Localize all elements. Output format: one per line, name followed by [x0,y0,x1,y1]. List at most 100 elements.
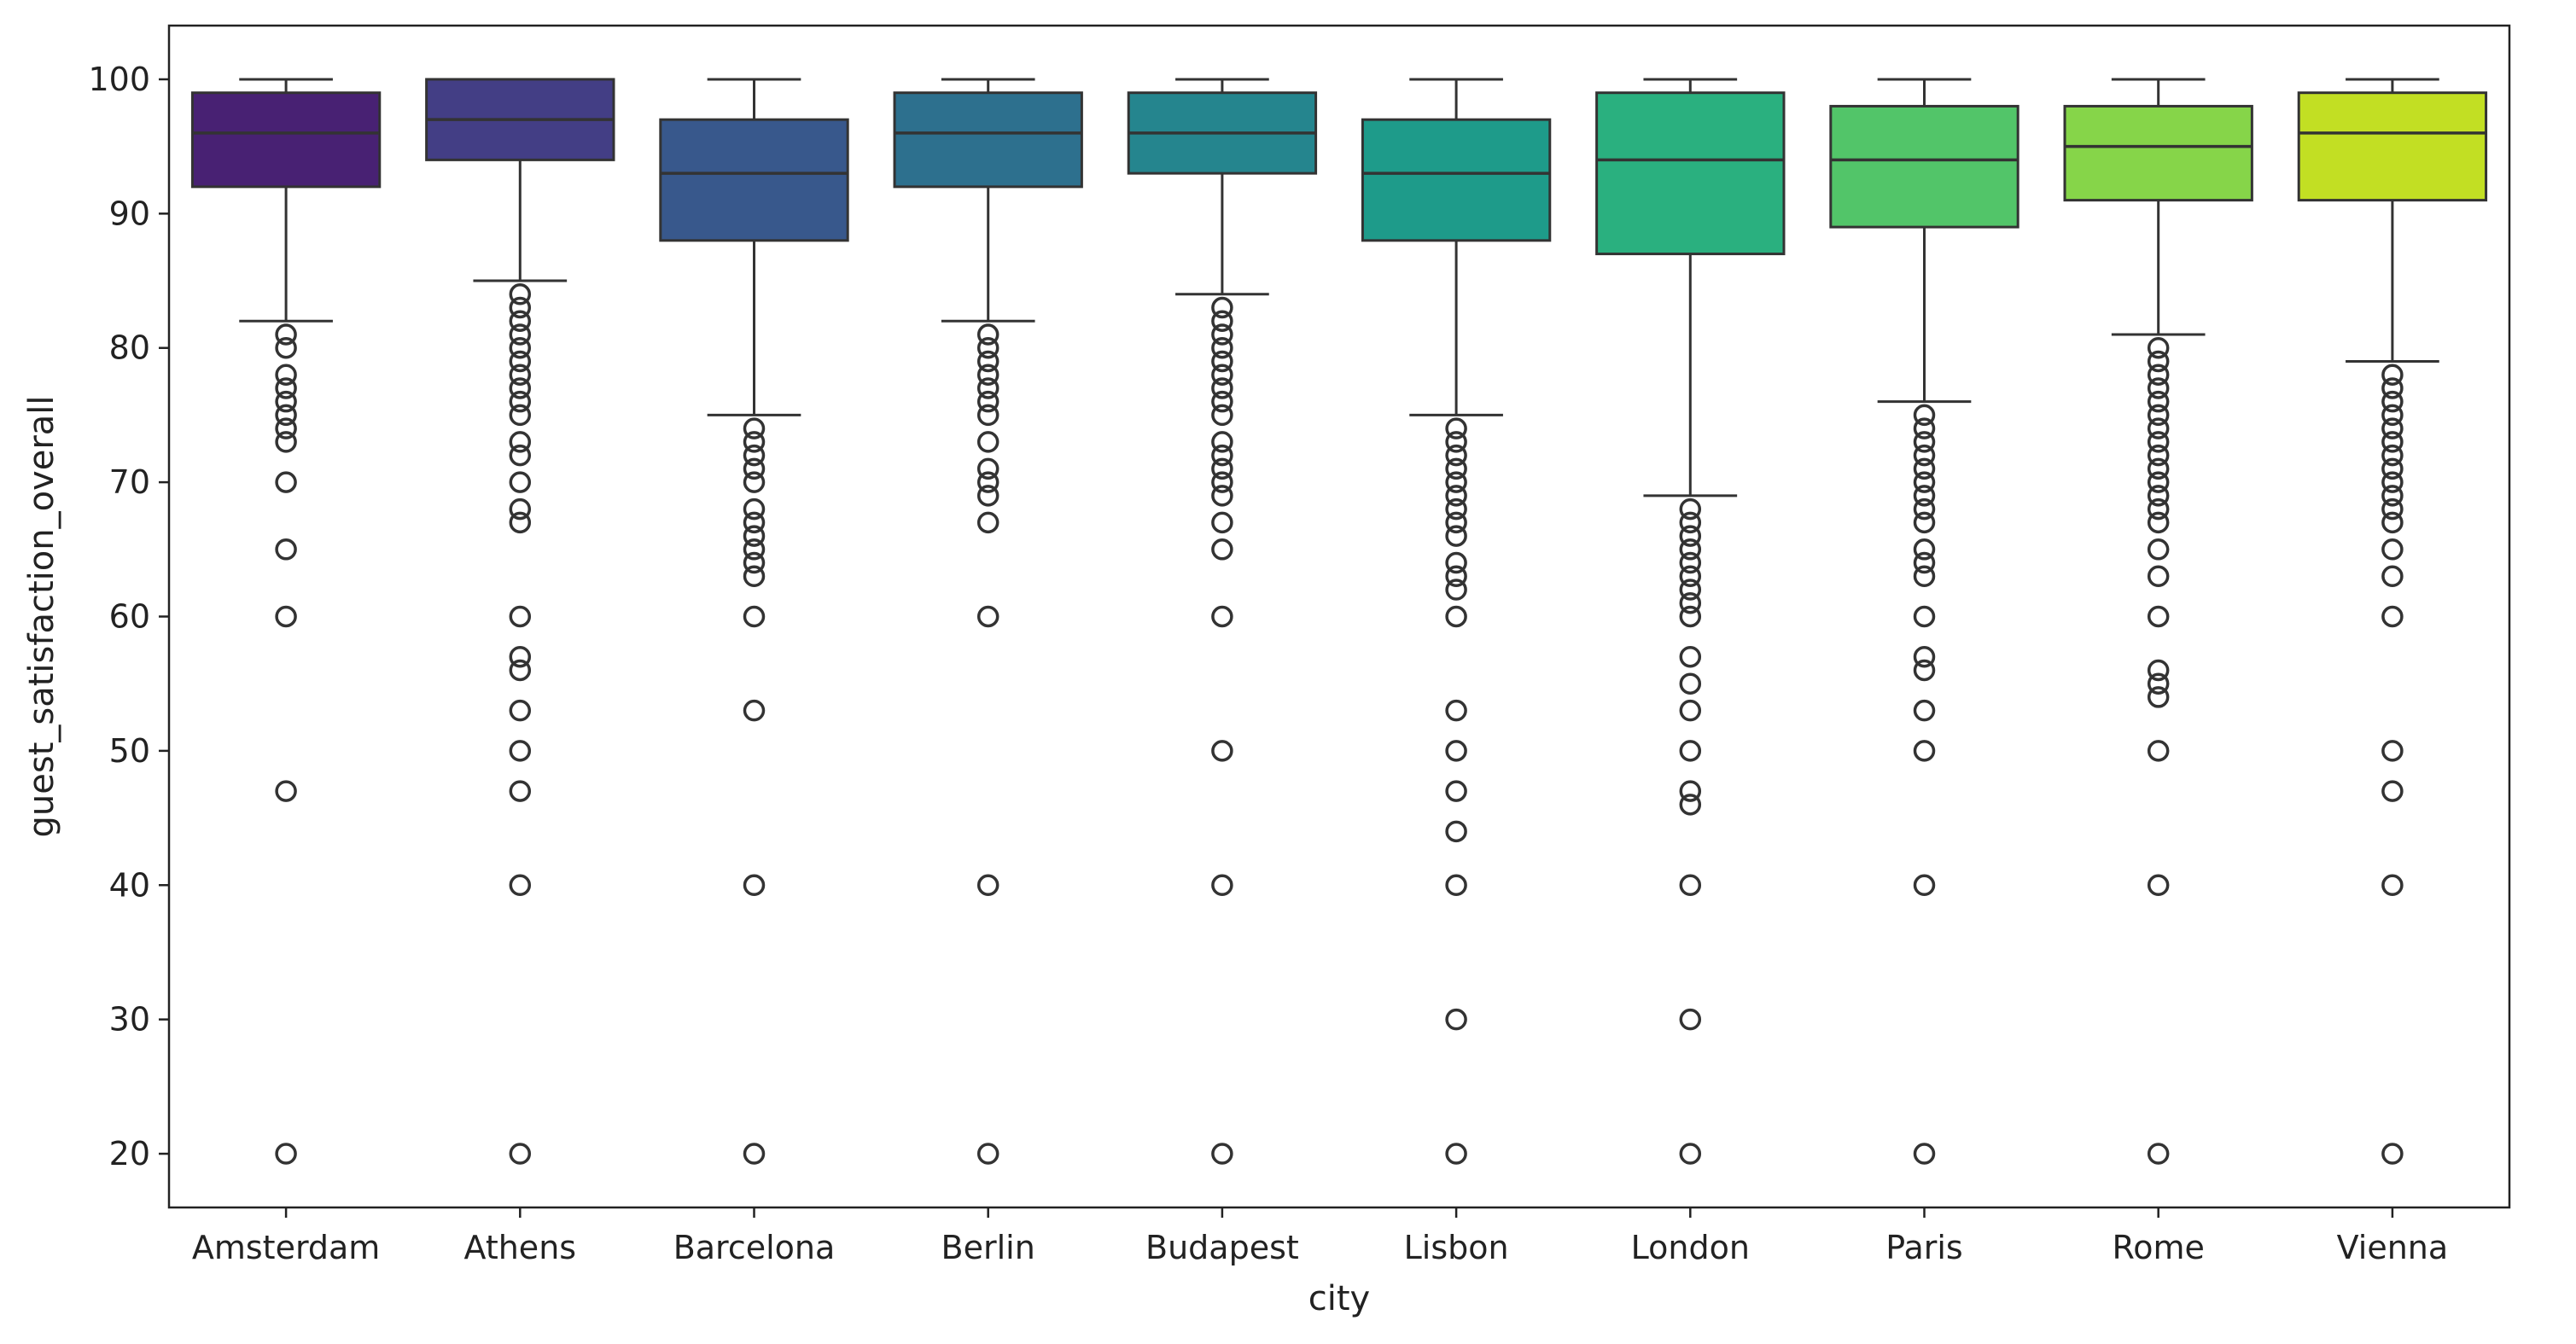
box-athens [425,78,615,1165]
box-lisbon-outlier [1445,780,1467,802]
box-lisbon-outlier [1445,417,1467,439]
y-tick-label: 90 [109,195,150,232]
box-barcelona-outlier [743,874,766,897]
box-lisbon-outlier [1445,457,1467,480]
box-rome-outlier [2147,417,2170,439]
box-athens-outlier [509,511,532,534]
box-paris-outlier [1913,538,1936,561]
box-athens-outlier [509,431,532,453]
box-lisbon-outlier [1445,444,1467,467]
box-paris-outlier [1913,444,1936,467]
y-tick-label: 60 [109,598,150,636]
box-paris-outlier [1913,551,1936,574]
box-athens-outlier [509,874,532,897]
box-athens-outlier [509,377,532,399]
box-budapest-outlier [1211,350,1233,373]
box-vienna-outlier [2381,431,2404,453]
box-paris-outlier [1913,511,1936,534]
box-amsterdam [190,78,382,1165]
box-amsterdam-outlier [275,336,297,359]
box-athens-outlier [509,336,532,359]
box-lisbon-outlier [1445,740,1467,762]
box-athens-outlier [509,323,532,346]
box-paris-outlier [1913,699,1936,722]
y-tick-label: 50 [109,732,150,770]
box-london-outlier [1679,511,1702,534]
box-athens-outlier [509,404,532,427]
box-athens-outlier [509,740,532,762]
box-budapest-outlier [1211,1143,1233,1165]
box-barcelona-outlier [743,457,766,480]
box-athens-outlier [509,283,532,305]
box-budapest-outlier [1211,404,1233,427]
box-vienna-outlier [2381,377,2404,399]
box-london-outlier [1679,1008,1702,1031]
box-amsterdam-outlier [275,323,297,346]
box-london-outlier [1679,740,1702,762]
box-amsterdam-outlier [275,404,297,427]
box-paris-outlier [1913,740,1936,762]
box-budapest-outlier [1211,471,1233,493]
y-tick-label: 100 [88,61,150,98]
box-lisbon-outlier [1445,525,1467,547]
plot-area [167,24,2511,1209]
box-rome [2063,78,2253,1165]
box-barcelona-outlier [743,538,766,561]
x-tick-label-lisbon: Lisbon [1404,1229,1509,1266]
box-rome-outlier [2147,336,2170,359]
box-lisbon-outlier [1445,579,1467,601]
y-tick-label: 70 [109,463,150,501]
box-paris-outlier [1913,605,1936,628]
box-amsterdam-outlier [275,417,297,439]
y-tick-label: 80 [109,329,150,367]
box-barcelona-outlier [743,417,766,439]
box-athens-outlier [509,471,532,493]
box-rome-outlier [2147,672,2170,695]
box-barcelona-outlier [743,565,766,588]
box-rome-outlier [2147,511,2170,534]
box-budapest [1127,78,1318,1165]
box-london-outlier [1679,497,1702,521]
box-berlin-iqr [893,91,1083,189]
box-barcelona-outlier [743,511,766,534]
box-paris-outlier [1913,645,1936,668]
box-berlin-outlier [976,377,1000,399]
box-vienna-outlier [2381,874,2404,897]
box-berlin-outlier [976,485,1000,507]
box-athens-outlier [509,1143,532,1165]
box-budapest-outlier [1211,364,1233,386]
box-paris-outlier [1913,457,1936,480]
box-budapest-outlier [1211,431,1233,453]
box-paris-outlier [1913,417,1936,439]
box-lisbon-outlier [1445,1008,1467,1031]
box-athens-outlier [509,296,532,319]
box-barcelona-outlier [743,497,766,521]
box-budapest-outlier [1211,605,1233,628]
box-lisbon-outlier [1445,874,1467,897]
box-rome-outlier [2147,538,2170,561]
y-tick-label: 40 [109,866,150,904]
box-athens-outlier [509,350,532,373]
box-london-outlier [1679,565,1702,588]
x-tick-label-barcelona: Barcelona [673,1229,836,1266]
box-paris-outlier [1913,874,1936,897]
x-tick-label-berlin: Berlin [941,1229,1035,1266]
box-vienna-outlier [2381,390,2404,413]
box-budapest-outlier [1211,538,1233,561]
box-barcelona-outlier [743,699,766,722]
box-athens-outlier [509,699,532,722]
box-rome-outlier [2147,1143,2170,1165]
box-budapest-outlier [1211,323,1233,346]
box-rome-outlier [2147,485,2170,507]
box-paris-iqr [1829,104,2019,229]
box-lisbon-outlier [1445,485,1467,507]
box-berlin-outlier [976,457,1000,480]
x-tick-label-vienna: Vienna [2337,1229,2449,1266]
box-rome-outlier [2147,471,2170,493]
box-lisbon-outlier [1445,551,1467,574]
box-london-outlier [1679,605,1702,628]
box-london-outlier [1679,672,1702,695]
box-vienna-outlier [2381,444,2404,467]
y-tick-label: 30 [109,1001,150,1039]
box-lisbon-outlier [1445,471,1467,493]
